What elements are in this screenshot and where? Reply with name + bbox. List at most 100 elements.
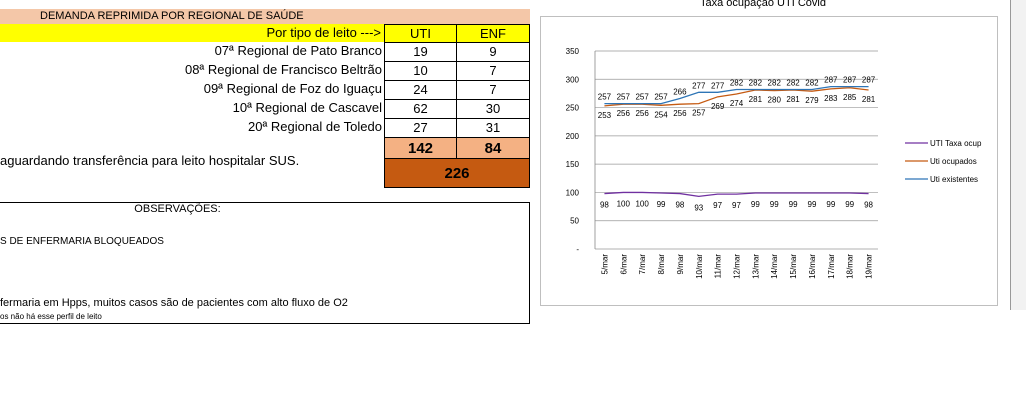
data-label: 274 — [730, 99, 744, 108]
data-label: 99 — [657, 200, 666, 209]
data-label: 257 — [692, 109, 706, 118]
series-line-0 — [604, 191, 869, 198]
data-label: 287 — [824, 76, 838, 85]
observations-box — [0, 202, 530, 324]
observation-line-2: fermaria em Hpps, muitos casos são de pa… — [0, 297, 348, 309]
legend-label: Uti ocupados — [930, 157, 977, 166]
total-enf: 84 — [456, 137, 530, 159]
data-label: 279 — [805, 96, 819, 105]
x-tick-label: 12/mar — [733, 254, 742, 279]
data-label: 99 — [751, 200, 760, 209]
chart-title: Taxa ocupação UTI Covid — [700, 0, 826, 9]
data-label: 266 — [673, 88, 687, 97]
data-label: 282 — [730, 78, 744, 87]
uti-value-20: 27 — [384, 118, 457, 138]
data-label: 256 — [673, 109, 687, 118]
uti-value-08: 10 — [384, 61, 457, 81]
waiting-caption: aguardando transferência para leito hosp… — [0, 153, 300, 168]
enf-value-20: 31 — [456, 118, 530, 138]
col-header-enf: ENF — [456, 24, 530, 43]
data-label: 282 — [749, 78, 763, 87]
series-line-2 — [604, 85, 869, 105]
data-label: 285 — [843, 93, 857, 102]
x-tick-label: 5/mar — [600, 254, 609, 275]
data-label: 281 — [862, 95, 876, 104]
x-tick-label: 14/mar — [770, 254, 779, 279]
legend-label: Uti existentes — [930, 175, 978, 184]
data-label: 283 — [824, 94, 838, 103]
observation-line-3: os não há esse perfil de leito — [0, 312, 102, 321]
data-label: 99 — [789, 200, 798, 209]
y-tick-label: 100 — [566, 188, 580, 197]
sheet-divider — [1010, 0, 1011, 310]
y-tick-label: 250 — [566, 104, 580, 113]
enf-value-07: 9 — [456, 42, 530, 62]
data-label: 256 — [617, 109, 631, 118]
x-tick-label: 16/mar — [808, 254, 817, 279]
x-tick-label: 9/mar — [676, 254, 685, 275]
y-tick-label: - — [576, 245, 579, 254]
data-label: 99 — [826, 200, 835, 209]
enf-value-08: 7 — [456, 61, 530, 81]
data-label: 97 — [713, 201, 722, 210]
data-label: 269 — [711, 102, 725, 111]
x-tick-label: 8/mar — [657, 254, 666, 275]
region-label-07: 07ª Regional de Pato Branco — [214, 43, 382, 58]
uti-value-07: 19 — [384, 42, 457, 62]
data-label: 99 — [845, 200, 854, 209]
enf-value-09: 7 — [456, 80, 530, 100]
data-label: 281 — [749, 95, 763, 104]
data-label: 98 — [600, 201, 609, 210]
uti-value-10: 62 — [384, 99, 457, 119]
data-label: 282 — [768, 78, 782, 87]
data-label: 256 — [635, 109, 649, 118]
data-label: 98 — [675, 201, 684, 210]
data-label: 277 — [711, 81, 725, 90]
x-tick-label: 6/mar — [619, 254, 628, 275]
data-label: 282 — [805, 78, 819, 87]
data-label: 257 — [654, 93, 668, 102]
data-label: 257 — [635, 93, 649, 102]
col-header-uti: UTI — [384, 24, 457, 43]
grand-total: 226 — [384, 158, 530, 188]
row-type-header — [0, 24, 384, 42]
data-label: 287 — [843, 76, 857, 85]
y-tick-label: 150 — [566, 160, 580, 169]
data-label: 98 — [864, 201, 873, 210]
data-label: 253 — [598, 111, 612, 120]
data-label: 99 — [808, 200, 817, 209]
data-label: 254 — [654, 110, 668, 119]
x-tick-label: 15/mar — [789, 254, 798, 279]
observation-line-1: S DE ENFERMARIA BLOQUEADOS — [0, 236, 164, 247]
x-tick-label: 18/mar — [846, 254, 855, 279]
total-uti: 142 — [384, 137, 457, 159]
data-label: 282 — [786, 78, 800, 87]
region-label-09: 09ª Regional de Foz do Iguaçu — [203, 81, 382, 96]
data-label: 97 — [732, 201, 741, 210]
data-label: 257 — [617, 93, 631, 102]
chart-area[interactable] — [540, 16, 998, 306]
x-tick-label: 13/mar — [751, 254, 760, 279]
data-label: 281 — [786, 95, 800, 104]
x-tick-label: 11/mar — [714, 254, 723, 279]
region-label-20: 20ª Regional de Toledo — [248, 119, 382, 134]
y-tick-label: 350 — [566, 47, 580, 56]
x-tick-label: 10/mar — [695, 254, 704, 279]
region-label-08: 08ª Regional de Francisco Beltrão — [184, 62, 382, 77]
x-tick-label: 17/mar — [827, 254, 836, 279]
data-label: 277 — [692, 81, 706, 90]
observations-title: OBSERVAÇÕES: — [134, 203, 221, 215]
bed-type-label: Por tipo de leito ---> — [266, 25, 381, 40]
data-label: 257 — [598, 93, 612, 102]
series-line-1 — [604, 87, 869, 107]
data-label: 287 — [862, 76, 876, 85]
table-title: DEMANDA REPRIMIDA POR REGIONAL DE SAÚDE — [40, 10, 304, 22]
y-tick-label: 300 — [566, 75, 580, 84]
table-header-bar — [0, 9, 530, 24]
data-label: 99 — [770, 200, 779, 209]
y-tick-label: 50 — [570, 217, 579, 226]
y-tick-label: 200 — [566, 132, 580, 141]
data-label: 100 — [635, 199, 649, 208]
data-label: 280 — [768, 96, 782, 105]
x-tick-label: 19/mar — [865, 254, 874, 279]
